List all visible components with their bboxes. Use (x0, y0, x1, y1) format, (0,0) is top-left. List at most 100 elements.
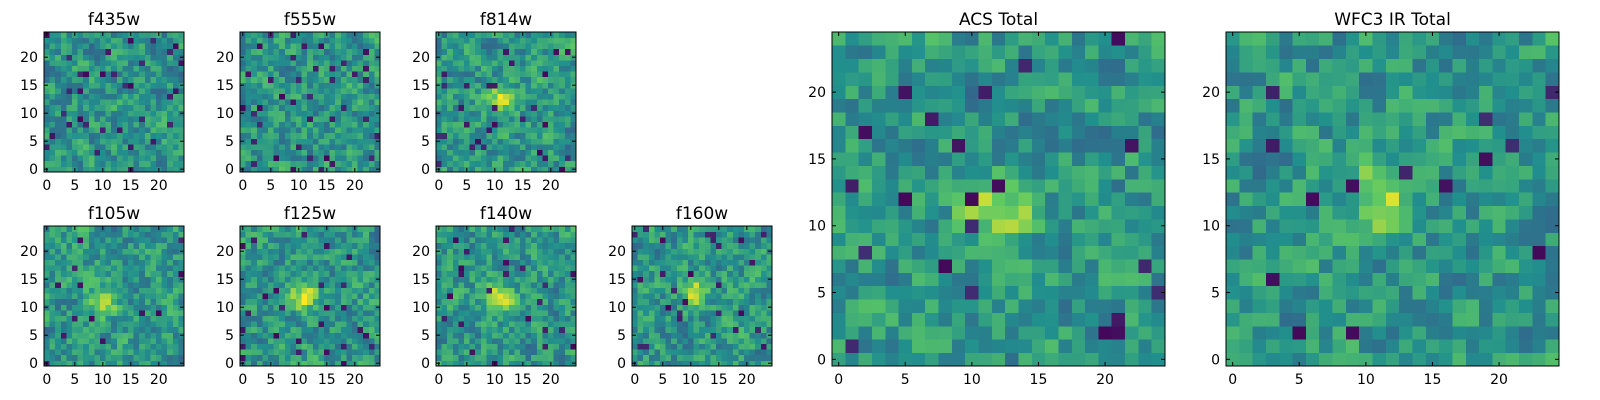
heatmap-cell (368, 326, 375, 333)
heatmap-cell (436, 315, 442, 322)
heatmap-cell (374, 132, 381, 139)
heatmap-cell (357, 270, 364, 277)
heatmap-cell (978, 178, 993, 193)
heatmap-cell (116, 32, 123, 38)
heatmap-cell (688, 310, 694, 316)
heatmap-cell (172, 276, 179, 283)
heatmap-cell (514, 43, 521, 50)
heatmap-cell (273, 43, 280, 50)
heatmap-cell (100, 242, 106, 249)
heatmap-cell (368, 65, 375, 72)
heatmap-cell (150, 321, 157, 328)
heatmap-cell (660, 254, 666, 260)
heatmap-cell (167, 138, 174, 145)
heatmap-cell (531, 242, 538, 249)
heatmap-cell (1005, 232, 1019, 247)
heatmap-cell (55, 242, 62, 249)
heatmap-cell (290, 155, 297, 162)
heatmap-cell (508, 310, 515, 316)
heatmap-cell (660, 321, 666, 328)
heatmap-cell (559, 88, 566, 94)
heatmap-cell (363, 160, 370, 167)
heatmap-cell (542, 343, 549, 350)
heatmap-cell (721, 231, 728, 238)
heatmap-cell (464, 332, 470, 339)
heatmap-cell (542, 43, 549, 50)
heatmap-cell (111, 270, 118, 277)
heatmap-cell (458, 282, 465, 288)
heatmap-cell (83, 155, 90, 162)
heatmap-cell (324, 60, 330, 66)
heatmap-cell (66, 110, 73, 117)
heatmap-cell (559, 315, 566, 322)
heatmap-cell (508, 32, 515, 38)
heatmap-cell (492, 121, 498, 128)
heatmap-cell (133, 315, 140, 322)
heatmap-cell (436, 242, 442, 249)
heatmap-cell (704, 310, 711, 316)
heatmap-cell (492, 248, 498, 255)
x-tick-label: 5 (266, 178, 275, 194)
heatmap-cell (335, 310, 342, 316)
heatmap-cell (458, 293, 465, 300)
heatmap-cell (284, 231, 291, 238)
heatmap-cell (273, 116, 280, 122)
heatmap-cell (925, 178, 939, 193)
heatmap-cell (161, 116, 168, 122)
heatmap-cell (100, 248, 106, 255)
heatmap-cell (503, 304, 510, 311)
heatmap-cell (458, 132, 465, 139)
heatmap-cell (251, 315, 258, 322)
heatmap-cell (845, 165, 859, 180)
heatmap-cell (55, 166, 62, 173)
heatmap-cell (357, 349, 364, 356)
heatmap-cell (452, 144, 459, 150)
heatmap-cell (105, 343, 112, 350)
heatmap-cell (885, 165, 899, 180)
heatmap-cell (88, 37, 95, 44)
heatmap-cell (290, 321, 297, 328)
heatmap-cell (156, 287, 162, 294)
heatmap-cell (296, 304, 302, 311)
heatmap-cell (885, 352, 899, 367)
heatmap-cell (548, 332, 554, 339)
heatmap-cell (710, 304, 717, 311)
heatmap-cell (318, 304, 325, 311)
heatmap-cell (1111, 299, 1126, 313)
heatmap-cell (363, 282, 370, 288)
heatmap-cell (363, 138, 370, 145)
heatmap-cell (122, 270, 129, 277)
heatmap-cell (245, 349, 252, 356)
heatmap-cell (60, 155, 67, 162)
heatmap-cell (105, 132, 112, 139)
heatmap-cell (531, 149, 538, 156)
heatmap-cell (447, 149, 454, 156)
heatmap-cell (570, 121, 577, 128)
heatmap-cell (273, 37, 280, 44)
heatmap-cell (346, 99, 353, 106)
heatmap-cell (951, 299, 966, 313)
y-tick-label: 5 (29, 328, 38, 344)
heatmap-cell (643, 254, 650, 260)
heatmap-cell (256, 43, 263, 50)
heatmap-cell (66, 149, 73, 156)
heatmap-cell (858, 178, 873, 193)
heatmap-cell (564, 321, 571, 328)
heatmap-cell (480, 293, 487, 300)
heatmap-cell (88, 343, 95, 350)
heatmap-cell (100, 138, 106, 145)
heatmap-cell (480, 132, 487, 139)
heatmap-cell (368, 254, 375, 260)
heatmap-cell (329, 32, 336, 38)
heatmap-cell (486, 144, 493, 150)
heatmap-cell (531, 160, 538, 167)
heatmap-cell (637, 315, 644, 322)
heatmap-cell (72, 332, 78, 339)
heatmap-cell (497, 43, 504, 50)
heatmap-cell (273, 76, 280, 83)
heatmap-cell (357, 160, 364, 167)
heatmap-cell (324, 132, 330, 139)
heatmap-cell (531, 276, 538, 283)
heatmap-cell (251, 259, 258, 266)
heatmap-cell (167, 310, 174, 316)
